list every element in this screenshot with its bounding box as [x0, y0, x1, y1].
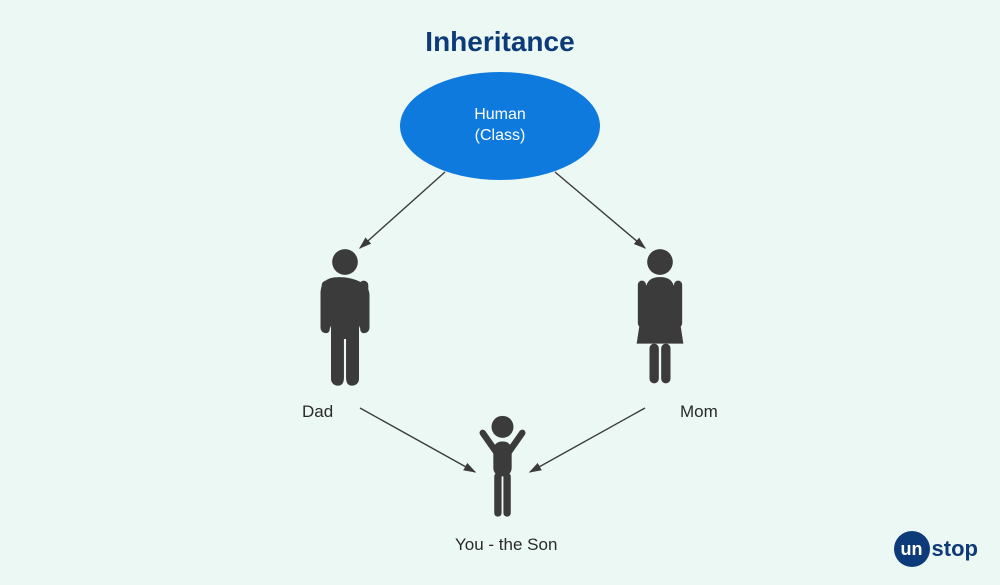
mom-figure: [625, 248, 695, 388]
logo-rest: stop: [932, 536, 978, 562]
human-class-line2: (Class): [475, 127, 526, 144]
dad-label: Dad: [302, 402, 333, 422]
mom-label: Mom: [680, 402, 718, 422]
logo-circle: un: [894, 531, 930, 567]
dad-figure: [310, 248, 380, 388]
diagram-title: Inheritance: [0, 26, 1000, 58]
son-figure: [475, 413, 530, 525]
human-class-line1: Human: [474, 106, 526, 123]
unstop-logo: unstop: [894, 531, 978, 567]
human-class-label: Human (Class): [474, 105, 526, 147]
son-label: You - the Son: [455, 535, 557, 555]
diagram-canvas: Inheritance Human (Class) Dad: [0, 0, 1000, 585]
human-class-node: Human (Class): [400, 72, 600, 180]
